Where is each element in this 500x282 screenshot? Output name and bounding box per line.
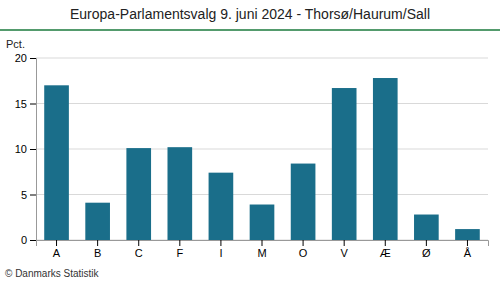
- y-tick-label: 15: [15, 98, 27, 110]
- grid-line: [36, 194, 488, 195]
- x-tick-mark: [303, 240, 304, 246]
- bar: [126, 148, 151, 240]
- title-rule: [0, 29, 500, 31]
- y-tick: 20: [15, 52, 36, 64]
- x-tick: V: [341, 240, 349, 259]
- x-tick: Æ: [380, 240, 391, 259]
- y-axis: 0 5 10 15 20: [15, 52, 37, 246]
- y-tick: 5: [21, 189, 36, 201]
- x-tick-label: V: [341, 247, 349, 259]
- grid-line: [36, 58, 488, 59]
- bar: [250, 205, 275, 240]
- y-tick-mark: [30, 149, 36, 150]
- x-tick-label: F: [176, 247, 183, 259]
- x-tick: B: [94, 240, 101, 259]
- x-tick-label: Å: [464, 247, 472, 259]
- chart: Europa-Parlamentsvalg 9. juni 2024 - Tho…: [0, 0, 500, 282]
- x-axis: ABCFIMOVÆØÅ: [37, 240, 489, 259]
- x-tick-mark: [56, 240, 57, 246]
- x-tick-mark: [262, 240, 263, 246]
- y-tick-mark: [30, 195, 36, 196]
- bar: [414, 215, 439, 240]
- y-tick-label: 20: [15, 52, 27, 64]
- axis-line: [30, 59, 37, 241]
- x-tick: Ø: [422, 240, 431, 259]
- x-tick-mark: [179, 240, 180, 246]
- bar: [167, 147, 192, 240]
- x-tick-mark: [426, 240, 427, 246]
- x-tick: C: [135, 240, 143, 259]
- y-tick-mark: [30, 240, 36, 241]
- x-tick-label: I: [219, 247, 222, 259]
- bar: [209, 173, 234, 240]
- bar: [332, 88, 357, 240]
- x-tick-label: Æ: [380, 247, 391, 259]
- bar: [291, 164, 316, 240]
- y-tick-mark: [30, 104, 36, 105]
- x-tick: A: [53, 240, 61, 259]
- x-tick-label: O: [299, 247, 308, 259]
- x-tick-mark: [138, 240, 139, 246]
- x-tick-mark: [97, 240, 98, 246]
- x-tick: Å: [464, 240, 472, 259]
- bar: [373, 78, 398, 240]
- grid: [36, 58, 488, 240]
- y-tick: 10: [15, 143, 36, 155]
- title: Europa-Parlamentsvalg 9. juni 2024 - Tho…: [70, 6, 430, 22]
- plot: 0 5 10 15 20 A B C F I M O V Æ Ø Å: [15, 52, 489, 259]
- grid-line: [36, 149, 488, 150]
- axis-line: [37, 241, 489, 247]
- x-tick-mark: [220, 240, 221, 246]
- bar: [85, 203, 110, 240]
- x-tick: O: [299, 240, 308, 259]
- grid-line: [36, 103, 488, 104]
- x-tick-label: B: [94, 247, 101, 259]
- y-tick: 15: [15, 98, 36, 110]
- x-tick: I: [219, 240, 222, 259]
- x-tick-mark: [344, 240, 345, 246]
- x-tick-mark: [467, 240, 468, 246]
- x-tick-label: M: [257, 247, 266, 259]
- y-axis-label: Pct.: [6, 38, 25, 50]
- bar: [455, 229, 480, 240]
- x-tick: M: [257, 240, 266, 259]
- x-tick: F: [176, 240, 183, 259]
- y-tick-label: 5: [21, 189, 27, 201]
- y-tick: 0: [21, 234, 36, 246]
- y-tick-mark: [30, 58, 36, 59]
- footnote: © Danmarks Statistik: [5, 268, 100, 279]
- x-tick-label: C: [135, 247, 143, 259]
- x-tick-label: A: [53, 247, 61, 259]
- bar: [44, 85, 69, 240]
- bars: [44, 78, 480, 240]
- x-tick-mark: [385, 240, 386, 246]
- y-tick-label: 10: [15, 143, 27, 155]
- y-tick-label: 0: [21, 234, 27, 246]
- x-tick-label: Ø: [422, 247, 431, 259]
